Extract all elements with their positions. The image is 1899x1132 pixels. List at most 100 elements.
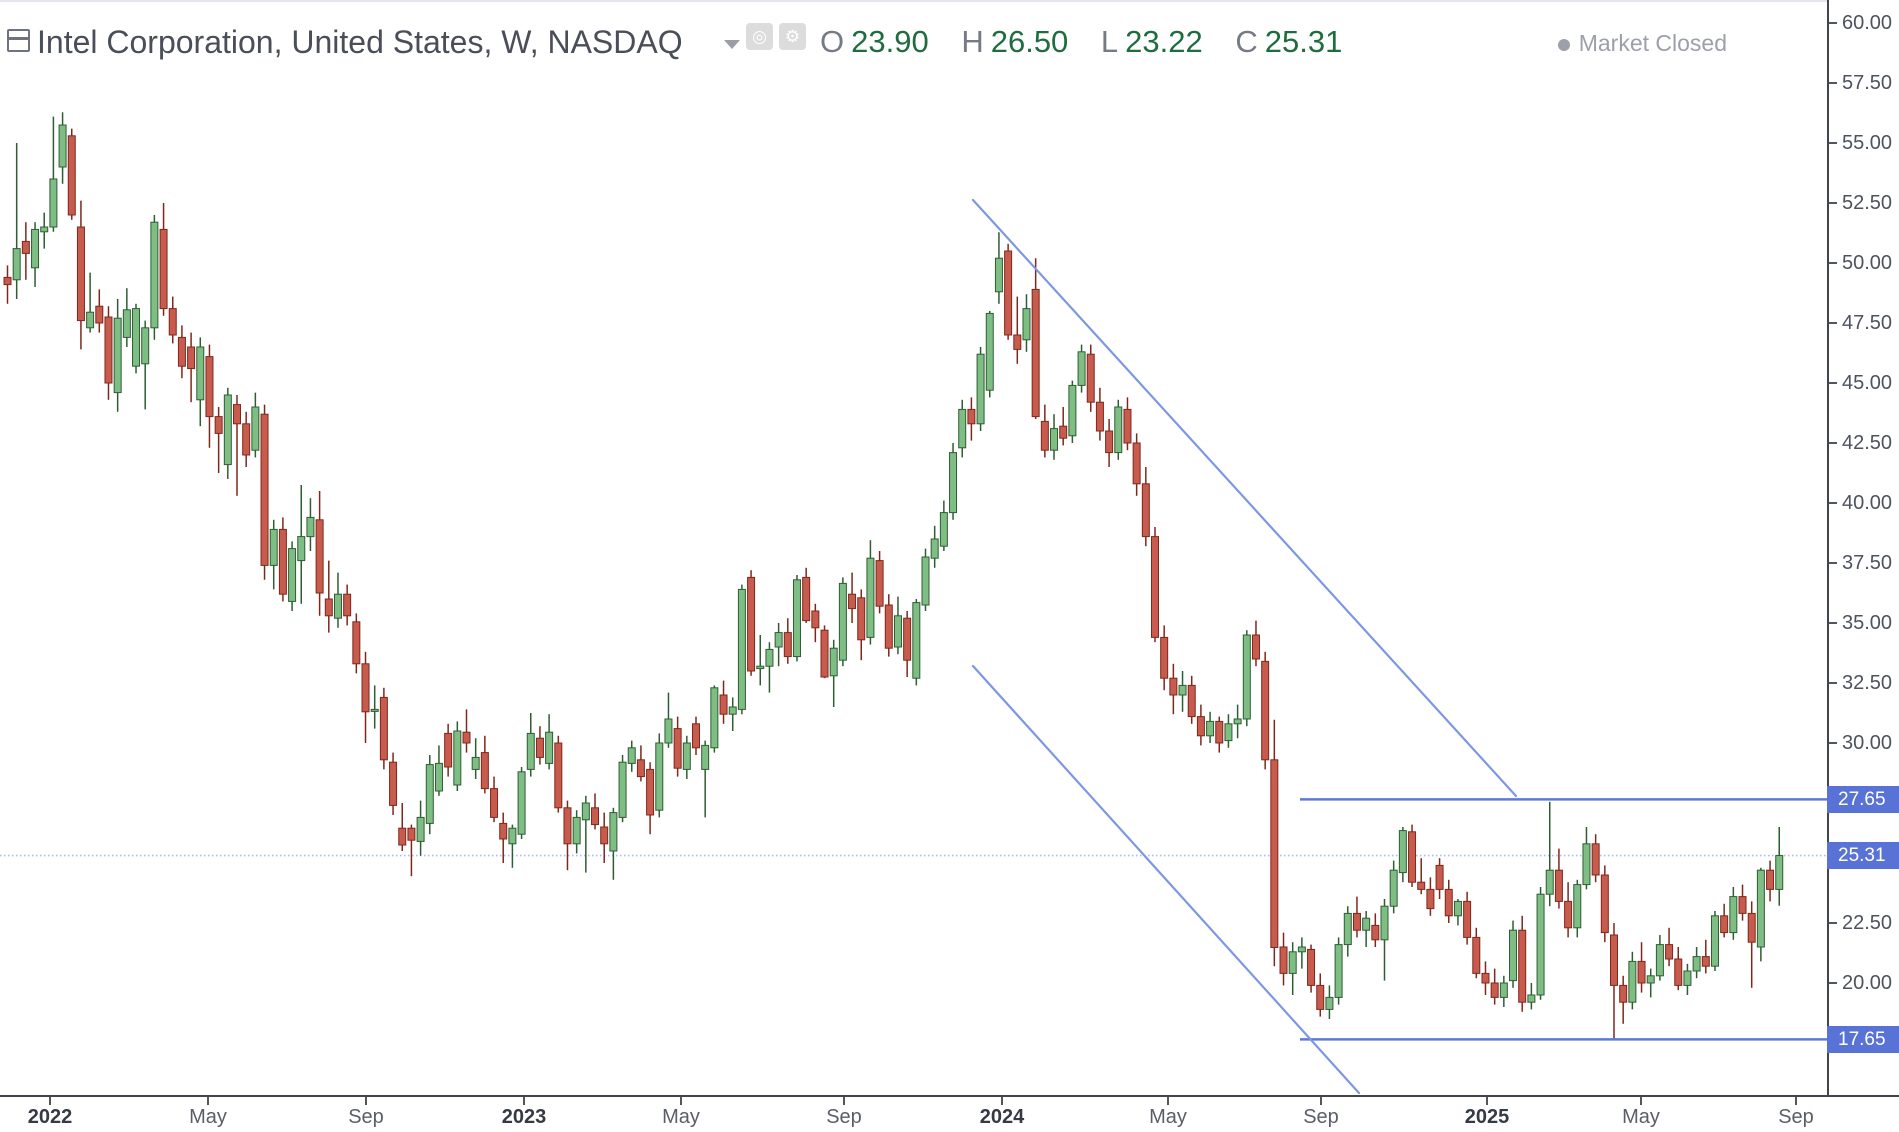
candle-body [104, 316, 113, 384]
price-tick-label: 30.00 [1842, 732, 1893, 754]
candle-body [765, 648, 774, 667]
candle-body [792, 579, 801, 658]
candle-body [692, 723, 700, 749]
candle-body [168, 308, 177, 336]
candle-body [1610, 934, 1618, 986]
candle-body [132, 308, 141, 367]
candle-body [1270, 759, 1279, 948]
candle-body [994, 257, 1003, 293]
candle-body [86, 311, 95, 329]
candle-body [297, 536, 306, 562]
candle-body [1068, 384, 1077, 437]
candle-body [1233, 718, 1242, 725]
time-tick-mark [680, 1097, 682, 1105]
candle-body [407, 827, 416, 841]
candle-body [545, 731, 554, 764]
candle-body [1600, 874, 1609, 934]
candle-body [1196, 716, 1205, 737]
time-tick-mark [1486, 1097, 1488, 1105]
candle-body [1343, 912, 1352, 946]
candle-body [453, 730, 462, 786]
blue-price-label[interactable]: 25.31 [1827, 842, 1899, 870]
candle-body [242, 423, 251, 456]
top-divider [0, 0, 1899, 2]
candle-body [315, 519, 324, 594]
candle-body [949, 452, 958, 514]
candle-body [893, 615, 902, 648]
candle-body [710, 687, 719, 749]
candle-body [1481, 972, 1490, 984]
candle-body [609, 812, 618, 852]
price-tick-mark [1829, 202, 1837, 204]
candle-body [1013, 334, 1022, 350]
candle-body [857, 597, 866, 641]
time-tick-label: May [1149, 1106, 1187, 1128]
candle-body [398, 827, 407, 846]
time-tick-label: 2022 [27, 1106, 73, 1128]
candle-body [719, 694, 728, 715]
candle-body [1178, 684, 1187, 696]
candle-body [416, 816, 425, 842]
chart-canvas[interactable] [0, 0, 1827, 1095]
trendline-drawing[interactable] [971, 198, 1518, 798]
candle-body [187, 346, 196, 370]
candle-body [352, 621, 361, 665]
price-tick-label: 55.00 [1842, 132, 1893, 154]
candle-body [756, 665, 765, 670]
candle-body [958, 408, 967, 449]
candle-body [517, 771, 526, 835]
time-tick-label: 2023 [501, 1106, 547, 1128]
candle-body [811, 610, 820, 629]
candle-body [1628, 960, 1637, 1003]
candle-body [728, 706, 737, 715]
candle-body [1408, 831, 1417, 883]
price-tick-label: 40.00 [1842, 492, 1893, 514]
candle-body [829, 647, 838, 677]
candle-body [1105, 430, 1114, 454]
time-tick-mark [523, 1097, 525, 1105]
candle-body [1518, 929, 1527, 1003]
price-tick-mark [1829, 922, 1837, 924]
price-tick-mark [1829, 382, 1837, 384]
candle-body [682, 742, 691, 770]
candle-body [1325, 996, 1334, 1010]
trendline-drawing[interactable] [971, 664, 1361, 1095]
candle-body [1766, 869, 1775, 890]
candle-body [673, 728, 682, 769]
time-tick-label: May [189, 1106, 227, 1128]
candle-body [444, 732, 453, 768]
time-tick-mark [1001, 1097, 1003, 1105]
candle-body [260, 413, 269, 566]
candle-body [1132, 442, 1141, 485]
candle-body [1141, 483, 1150, 538]
time-axis[interactable]: 2022 May Sep 2023 May Sep 2024 May Sep 2025 May Sep [0, 1095, 1899, 1132]
candle-body [912, 602, 921, 679]
price-tick-mark [1829, 622, 1837, 624]
candle-body [1288, 951, 1297, 974]
candle-body [1655, 944, 1664, 977]
candle-body [1591, 843, 1600, 876]
candle-body [627, 747, 636, 764]
price-axis[interactable]: 60.00 57.50 55.00 52.50 50.00 47.50 45.00 42.50… [1827, 0, 1899, 1095]
price-tick-label: 42.50 [1842, 432, 1893, 454]
candle-body [76, 226, 85, 322]
candle-body [370, 708, 379, 712]
candle-body [1683, 970, 1692, 986]
candle-body [1463, 900, 1472, 938]
blue-price-label[interactable]: 27.65 [1827, 785, 1899, 813]
blue-price-label[interactable]: 17.65 [1827, 1025, 1899, 1053]
candle-body [434, 762, 443, 792]
candle-body [67, 135, 76, 216]
candle-body [122, 309, 131, 338]
candle-body [1151, 536, 1159, 638]
candle-body [930, 538, 939, 559]
candle-body [838, 582, 847, 661]
time-tick-mark [49, 1097, 51, 1105]
candle-body [1362, 917, 1371, 931]
price-tick-mark [1829, 502, 1837, 504]
candle-body [1334, 944, 1343, 998]
candle-body [1095, 401, 1104, 432]
price-tick-mark [1829, 262, 1837, 264]
candle-body [1224, 723, 1233, 742]
price-tick-label: 47.50 [1842, 312, 1893, 334]
